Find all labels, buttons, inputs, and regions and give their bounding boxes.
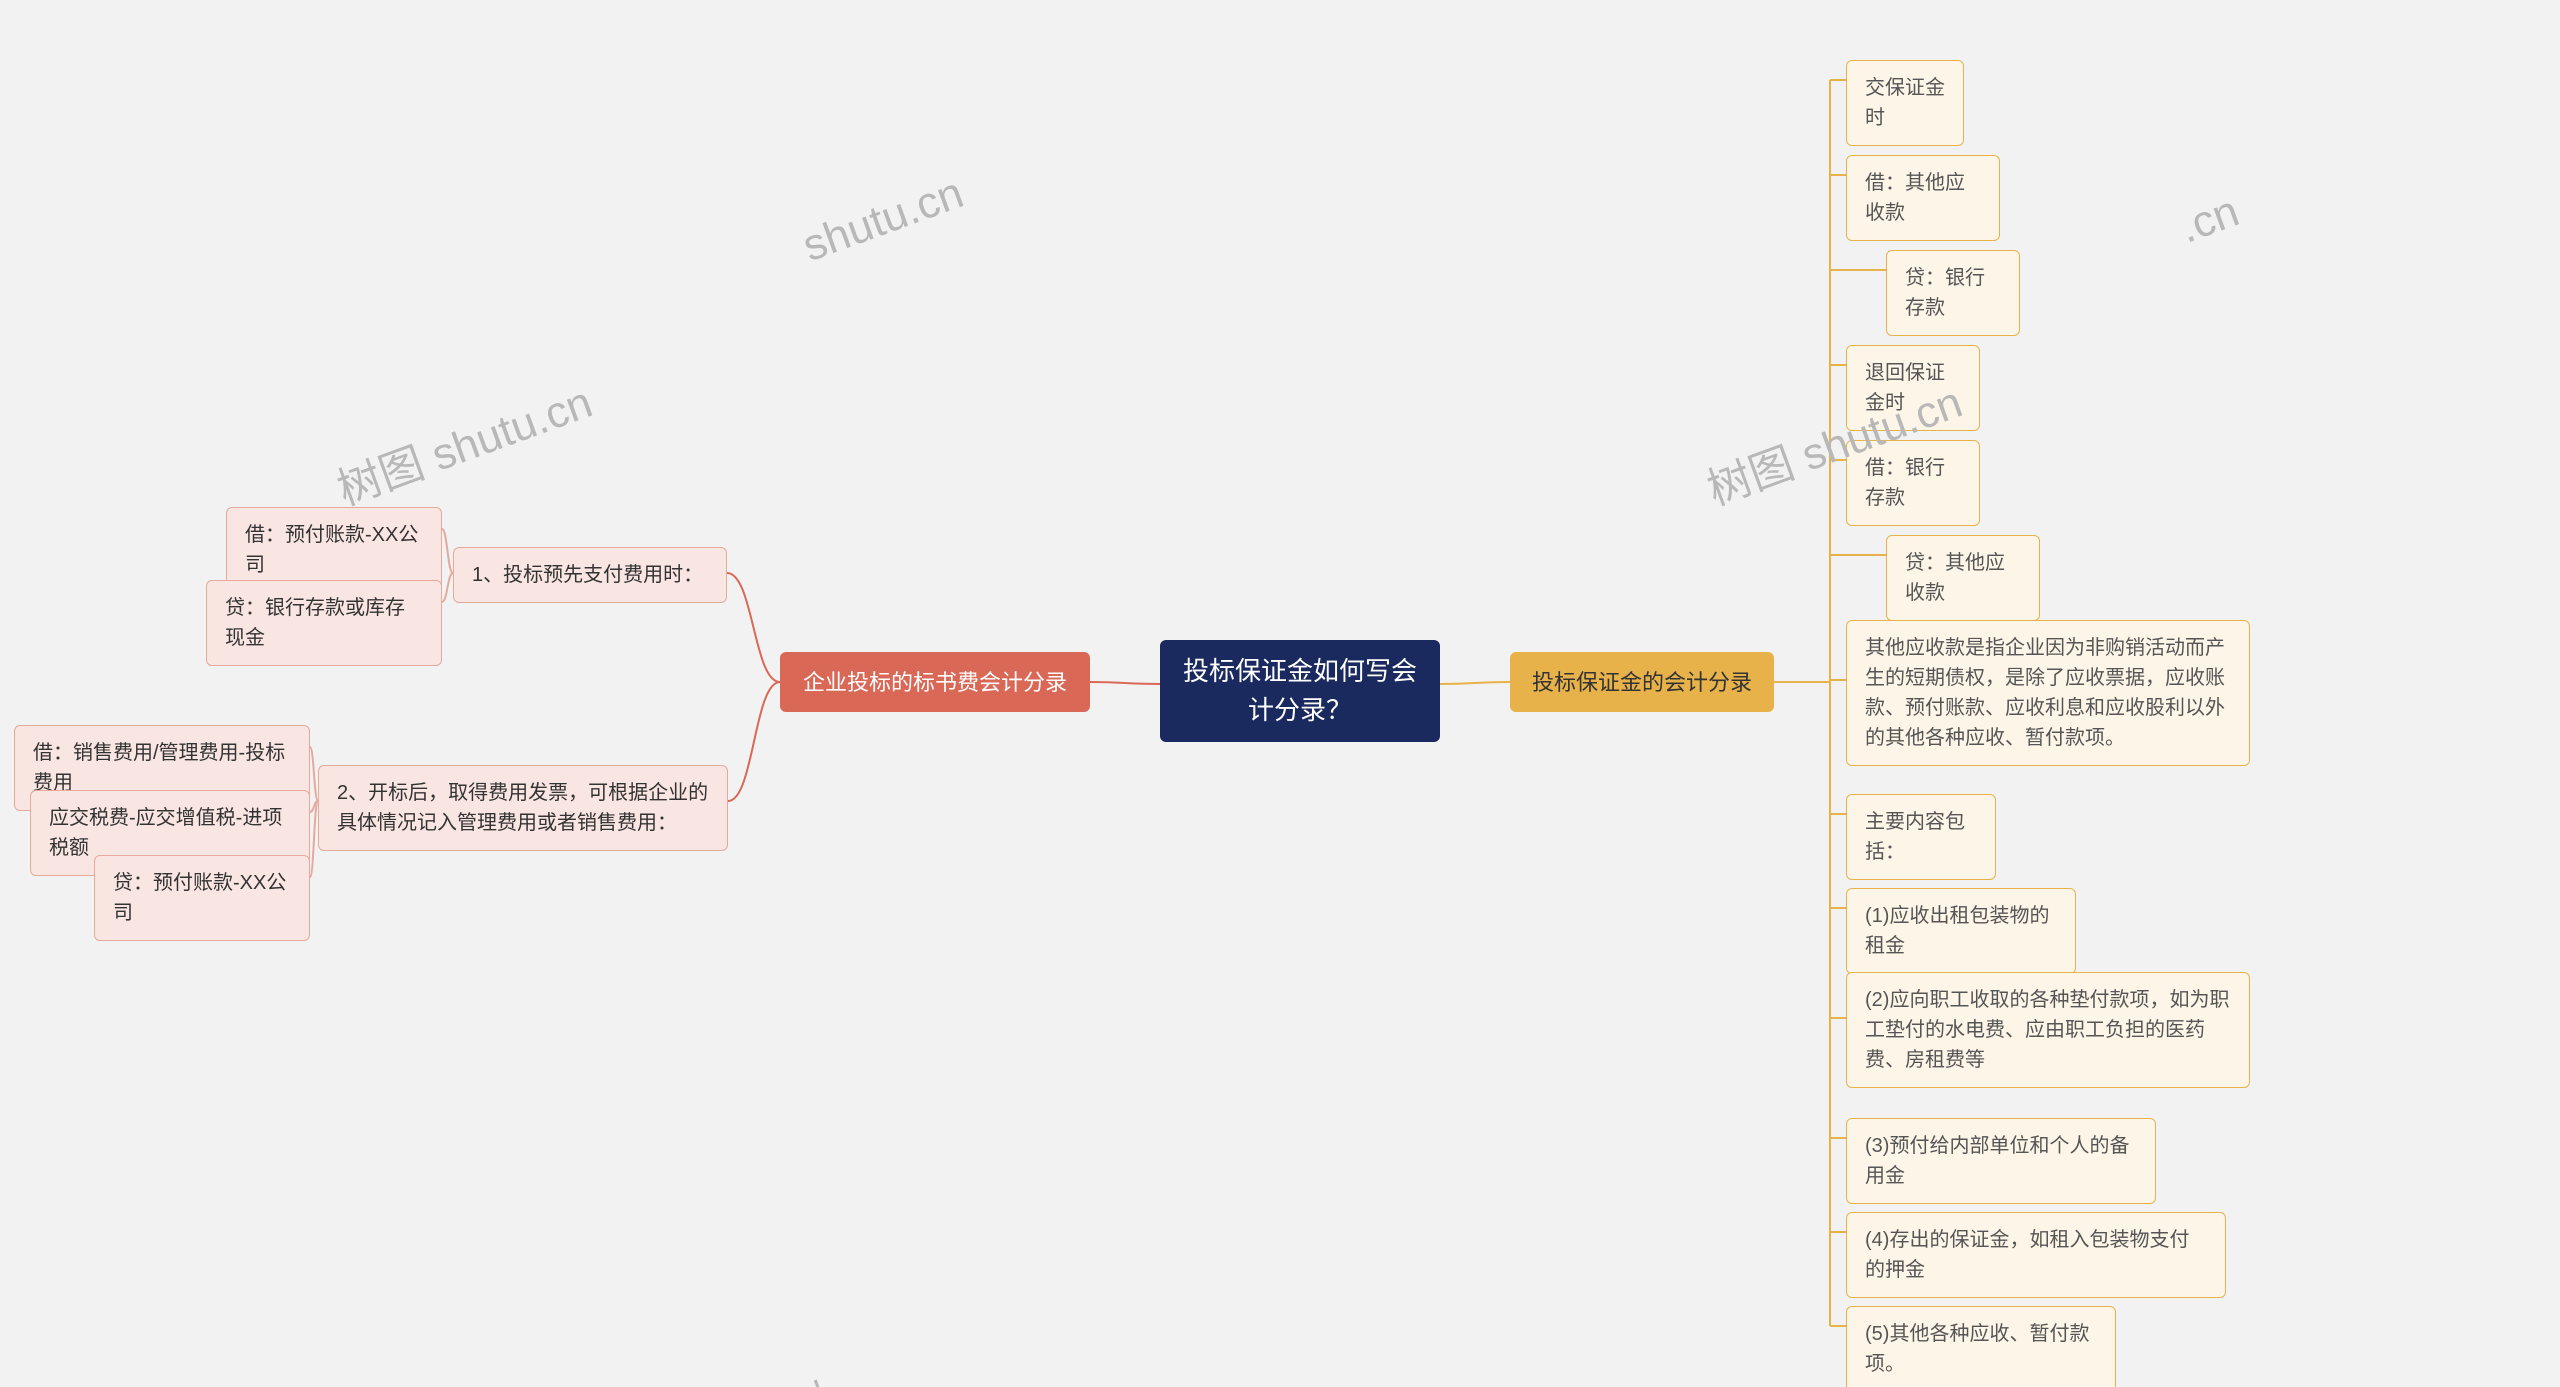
left-leaf-node: 贷：银行存款或库存现金 [206,580,442,666]
right-leaf-node: 借：其他应收款 [1846,155,2000,241]
left-leaf-node: 贷：预付账款-XX公司 [94,855,310,941]
right-leaf-node: 交保证金时 [1846,60,1964,146]
center-node: 投标保证金如何写会计分录？ [1160,640,1440,742]
right-leaf-node: 借：银行存款 [1846,440,1980,526]
left-branch-node: 企业投标的标书费会计分录 [780,652,1090,712]
right-leaf-node: 退回保证金时 [1846,345,1980,431]
right-leaf-node: 贷：银行存款 [1886,250,2020,336]
watermark: shutu.cn [796,168,969,272]
watermark: .cn [2173,186,2245,253]
right-leaf-node: (2)应向职工收取的各种垫付款项，如为职工垫付的水电费、应由职工负担的医药费、房… [1846,972,2250,1088]
left-sub-node: 1、投标预先支付费用时： [453,547,727,603]
watermark: 树图 shutu.cn [327,366,599,517]
right-leaf-node: 主要内容包括： [1846,794,1996,880]
watermark: 树 [775,1364,838,1387]
right-leaf-node: (4)存出的保证金，如租入包装物支付的押金 [1846,1212,2226,1298]
right-leaf-node: 贷：其他应收款 [1886,535,2040,621]
right-leaf-node: (1)应收出租包装物的租金 [1846,888,2076,974]
left-sub-node: 2、开标后，取得费用发票，可根据企业的具体情况记入管理费用或者销售费用： [318,765,728,851]
right-branch-node: 投标保证金的会计分录 [1510,652,1774,712]
right-leaf-node: (3)预付给内部单位和个人的备用金 [1846,1118,2156,1204]
right-leaf-node: 其他应收款是指企业因为非购销活动而产生的短期债权，是除了应收票据，应收账款、预付… [1846,620,2250,766]
right-leaf-node: (5)其他各种应收、暂付款项。 [1846,1306,2116,1387]
